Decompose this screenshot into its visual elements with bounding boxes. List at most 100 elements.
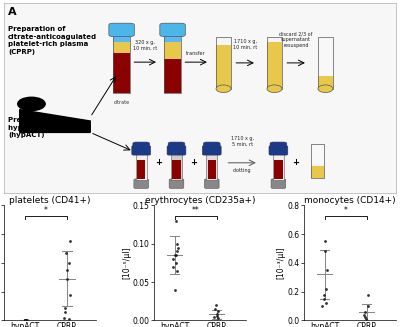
- Point: [362, 314, 369, 319]
- Point: [22, 318, 28, 323]
- Text: **: **: [192, 206, 200, 215]
- Point: [174, 241, 180, 246]
- Bar: [164, 32, 181, 93]
- Bar: [311, 144, 324, 166]
- Bar: [216, 37, 231, 45]
- Point: [174, 268, 181, 273]
- Point: [322, 286, 329, 291]
- Text: 1710 x g,
10 min, rt: 1710 x g, 10 min, rt: [233, 39, 257, 50]
- Y-axis label: [10⁻⁵/µl]: [10⁻⁵/µl]: [122, 247, 131, 279]
- Point: [213, 302, 220, 308]
- Bar: [208, 160, 216, 179]
- Point: [320, 292, 327, 297]
- Point: [361, 312, 368, 317]
- Text: +: +: [155, 158, 162, 167]
- Bar: [311, 144, 324, 178]
- Text: clotting: clotting: [233, 167, 252, 173]
- Text: discard 2/3 of
supernatant
resuspend: discard 2/3 of supernatant resuspend: [279, 31, 313, 48]
- Point: [172, 260, 179, 266]
- Bar: [136, 153, 146, 180]
- Bar: [172, 160, 181, 179]
- Text: +: +: [292, 158, 300, 167]
- Point: [319, 303, 325, 309]
- Point: [214, 316, 221, 321]
- Point: [172, 287, 178, 292]
- Text: transfer: transfer: [186, 51, 206, 57]
- Ellipse shape: [318, 85, 333, 93]
- Bar: [113, 42, 130, 53]
- Bar: [216, 45, 231, 89]
- Point: [66, 260, 72, 266]
- Title: erythrocytes (CD235a+): erythrocytes (CD235a+): [145, 196, 255, 205]
- Ellipse shape: [216, 85, 231, 93]
- Point: [23, 317, 29, 322]
- Bar: [274, 160, 282, 179]
- Point: [322, 239, 328, 244]
- Point: [215, 309, 222, 314]
- Text: 320 x g,
10 min, rt: 320 x g, 10 min, rt: [133, 40, 157, 51]
- Point: [173, 249, 180, 254]
- Text: Preparation of
citrate-anticoagulated
platelet-rich plasma
(CPRP): Preparation of citrate-anticoagulated pl…: [8, 26, 97, 55]
- Point: [364, 292, 371, 297]
- Point: [61, 315, 68, 320]
- FancyBboxPatch shape: [269, 146, 288, 155]
- Point: [324, 267, 330, 273]
- Text: 1710 x g,
5 min, rt: 1710 x g, 5 min, rt: [231, 136, 254, 146]
- Point: [62, 309, 68, 315]
- FancyBboxPatch shape: [202, 146, 221, 155]
- Point: [174, 245, 181, 250]
- Point: [24, 318, 30, 323]
- Circle shape: [18, 97, 45, 111]
- FancyBboxPatch shape: [167, 146, 186, 155]
- Bar: [113, 32, 130, 93]
- Bar: [273, 153, 284, 180]
- FancyBboxPatch shape: [132, 146, 151, 155]
- FancyBboxPatch shape: [270, 142, 287, 148]
- Point: [22, 317, 28, 322]
- Title: platelets (CD41+): platelets (CD41+): [10, 196, 91, 205]
- Text: citrate: citrate: [114, 100, 130, 105]
- Point: [213, 312, 220, 317]
- Point: [21, 317, 28, 322]
- Bar: [113, 53, 130, 93]
- Point: [64, 267, 70, 273]
- Polygon shape: [20, 110, 90, 132]
- Bar: [318, 76, 333, 89]
- Text: *: *: [344, 206, 348, 215]
- Bar: [137, 160, 145, 179]
- Bar: [318, 37, 333, 89]
- Point: [321, 296, 327, 301]
- Text: A: A: [8, 7, 16, 17]
- FancyBboxPatch shape: [134, 179, 148, 188]
- Point: [364, 303, 371, 309]
- Bar: [171, 153, 182, 180]
- Bar: [267, 37, 282, 42]
- FancyBboxPatch shape: [133, 142, 150, 148]
- Bar: [113, 32, 130, 42]
- Point: [173, 253, 180, 258]
- Point: [66, 292, 73, 297]
- FancyBboxPatch shape: [169, 179, 184, 188]
- Point: [214, 313, 220, 318]
- FancyBboxPatch shape: [204, 142, 220, 148]
- Point: [22, 317, 28, 322]
- Text: +: +: [191, 158, 198, 167]
- Point: [64, 276, 71, 281]
- Point: [171, 253, 178, 258]
- FancyBboxPatch shape: [271, 179, 286, 188]
- Point: [212, 306, 219, 312]
- Bar: [164, 59, 181, 93]
- Title: monocytes (CD14+): monocytes (CD14+): [304, 196, 396, 205]
- Bar: [164, 42, 181, 59]
- Point: [66, 317, 72, 322]
- Point: [61, 305, 68, 310]
- Bar: [267, 42, 282, 89]
- Point: [63, 250, 70, 255]
- Point: [322, 249, 328, 254]
- Point: [23, 318, 30, 323]
- Point: [170, 264, 176, 269]
- Bar: [206, 153, 217, 180]
- FancyBboxPatch shape: [168, 142, 185, 148]
- Ellipse shape: [267, 85, 282, 93]
- Point: [66, 239, 73, 244]
